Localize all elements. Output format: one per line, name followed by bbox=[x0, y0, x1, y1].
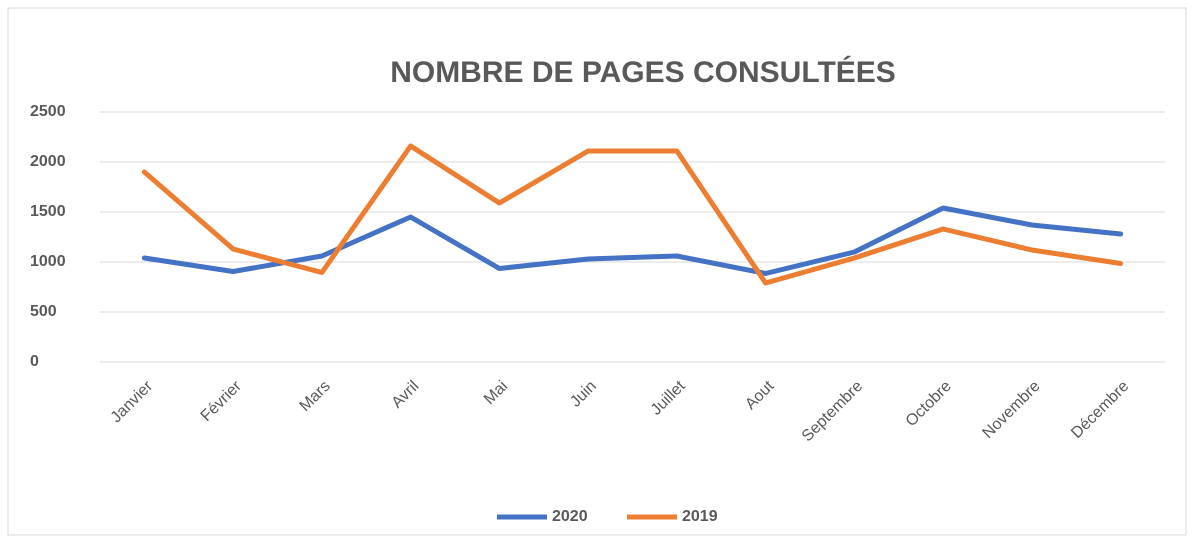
y-tick-label: 1500 bbox=[30, 203, 66, 220]
y-tick-label: 1000 bbox=[30, 253, 66, 270]
y-tick-label: 2000 bbox=[30, 153, 66, 170]
legend-label: 2020 bbox=[552, 508, 588, 525]
y-tick-label: 2500 bbox=[30, 103, 66, 120]
line-series bbox=[141, 143, 1124, 286]
line-series bbox=[141, 205, 1124, 276]
chart-title: NOMBRE DE PAGES CONSULTÉES bbox=[390, 55, 896, 89]
y-tick-label: 0 bbox=[30, 353, 39, 370]
y-tick-label: 500 bbox=[30, 303, 57, 320]
legend-label: 2019 bbox=[682, 508, 718, 525]
chart-border bbox=[7, 7, 1187, 536]
